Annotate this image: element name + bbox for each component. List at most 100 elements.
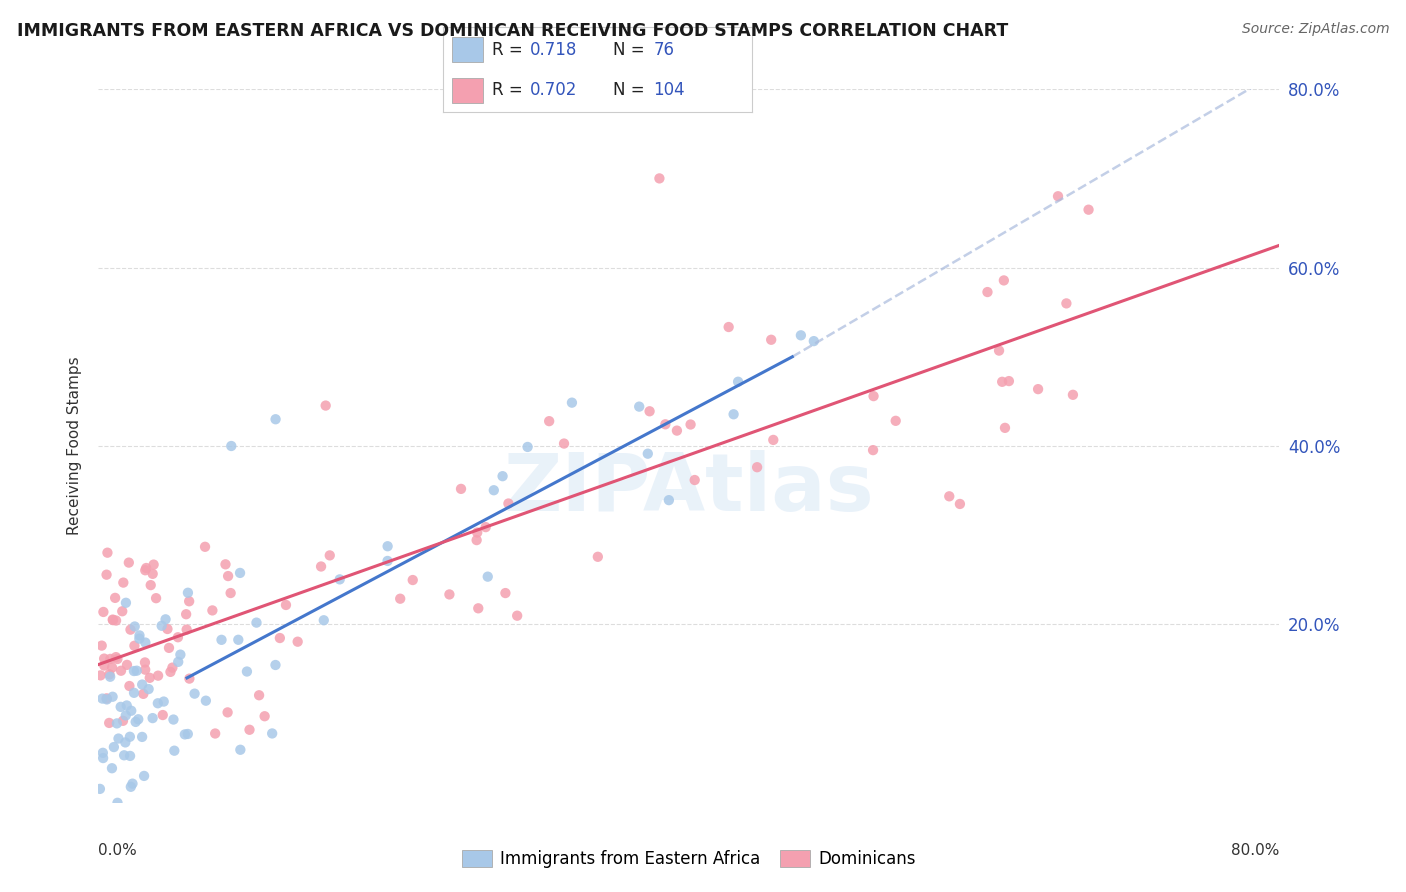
Point xyxy=(177,586,200,600)
Point xyxy=(803,334,825,348)
Point xyxy=(155,612,177,626)
Point xyxy=(1046,189,1070,203)
Point xyxy=(107,731,129,746)
Point xyxy=(658,493,681,508)
Point xyxy=(134,563,156,577)
Point xyxy=(938,489,960,503)
Point xyxy=(264,412,287,426)
Y-axis label: Receiving Food Stamps: Receiving Food Stamps xyxy=(67,357,83,535)
Point xyxy=(101,660,124,674)
Point xyxy=(115,596,138,610)
Point xyxy=(204,726,226,740)
Point xyxy=(120,623,142,637)
Text: Source: ZipAtlas.com: Source: ZipAtlas.com xyxy=(1241,22,1389,37)
Point xyxy=(124,619,146,633)
Point xyxy=(134,656,156,670)
Text: R =: R = xyxy=(492,41,523,59)
Legend: Immigrants from Eastern Africa, Dominicans: Immigrants from Eastern Africa, Dominica… xyxy=(456,843,922,875)
Point xyxy=(465,525,488,540)
Point xyxy=(118,679,141,693)
Point xyxy=(717,320,740,334)
Point xyxy=(402,573,425,587)
Point xyxy=(131,677,153,691)
Point xyxy=(586,549,609,564)
Point xyxy=(138,682,160,697)
Point xyxy=(1077,202,1099,217)
Point xyxy=(142,711,165,725)
Point xyxy=(654,417,676,432)
Point xyxy=(467,601,489,615)
Point xyxy=(727,375,749,389)
Point xyxy=(179,672,201,686)
Text: 104: 104 xyxy=(654,81,685,99)
Point xyxy=(122,686,145,700)
Point xyxy=(146,696,169,710)
Point xyxy=(474,520,496,534)
Point xyxy=(142,566,165,581)
Point xyxy=(98,667,121,681)
Point xyxy=(638,404,661,418)
Point xyxy=(377,539,399,553)
Point xyxy=(111,714,134,728)
Point xyxy=(93,651,115,665)
Point xyxy=(132,769,155,783)
Point xyxy=(167,630,190,644)
Point xyxy=(124,714,146,729)
Point xyxy=(274,598,297,612)
Point xyxy=(683,473,706,487)
Point xyxy=(329,573,352,587)
Point xyxy=(110,664,132,678)
Point xyxy=(762,433,785,447)
Point xyxy=(120,780,142,794)
Point xyxy=(450,482,472,496)
Point xyxy=(245,615,267,630)
Point xyxy=(862,389,884,403)
Point xyxy=(96,691,118,706)
Point xyxy=(862,443,884,458)
Point xyxy=(194,694,217,708)
Point xyxy=(167,655,190,669)
Point xyxy=(214,558,236,572)
Point xyxy=(120,748,142,763)
Point xyxy=(494,586,516,600)
Point xyxy=(998,374,1021,388)
Point xyxy=(134,635,156,649)
Point xyxy=(159,665,181,679)
Point xyxy=(124,639,146,653)
Point xyxy=(745,460,768,475)
Text: N =: N = xyxy=(613,81,644,99)
Point xyxy=(723,407,745,421)
Point xyxy=(993,273,1015,287)
Point xyxy=(115,657,138,672)
Text: 76: 76 xyxy=(654,41,675,59)
Point xyxy=(96,567,118,582)
Point xyxy=(103,740,125,755)
Point xyxy=(132,687,155,701)
Point xyxy=(183,687,205,701)
Point xyxy=(465,533,488,548)
Text: IMMIGRANTS FROM EASTERN AFRICA VS DOMINICAN RECEIVING FOOD STAMPS CORRELATION CH: IMMIGRANTS FROM EASTERN AFRICA VS DOMINI… xyxy=(17,22,1008,40)
Point xyxy=(89,781,111,796)
Point xyxy=(135,561,157,575)
Point xyxy=(553,436,575,450)
Point xyxy=(498,496,520,510)
Text: 0.718: 0.718 xyxy=(530,41,576,59)
Point xyxy=(90,639,112,653)
Point xyxy=(112,575,135,590)
Point xyxy=(101,613,124,627)
Point xyxy=(991,375,1014,389)
Point xyxy=(98,715,121,730)
Point xyxy=(221,439,243,453)
Point xyxy=(1054,296,1077,310)
FancyBboxPatch shape xyxy=(453,78,484,103)
Point xyxy=(247,688,270,702)
Point xyxy=(91,691,114,706)
Point xyxy=(139,578,162,592)
Point xyxy=(516,440,538,454)
Point xyxy=(177,727,200,741)
Point xyxy=(150,619,173,633)
Point xyxy=(628,400,651,414)
Point xyxy=(89,668,111,682)
Point xyxy=(122,664,145,678)
Point xyxy=(111,604,134,618)
